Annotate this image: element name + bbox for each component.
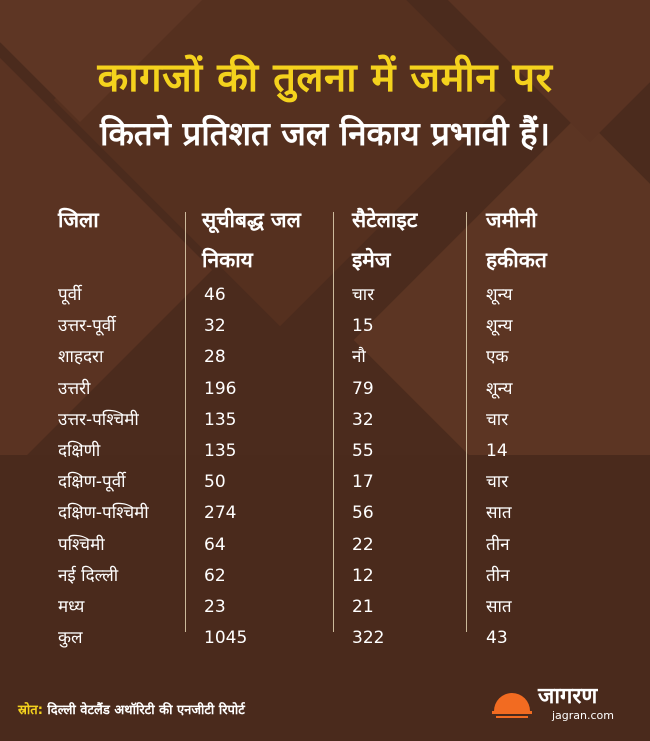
cell-ground: शून्य <box>486 316 513 337</box>
source-note: स्रोत: दिल्ली वेटलैंड अथॉरिटी की एनजीटी … <box>18 700 245 718</box>
cell-district: दक्षिण-पश्चिमी <box>58 503 149 524</box>
source-text: दिल्ली वेटलैंड अथॉरिटी की एनजीटी रिपोर्ट <box>42 703 245 718</box>
cell-listed: 135 <box>204 409 237 430</box>
cell-ground: चार <box>486 409 509 430</box>
cell-listed: 23 <box>204 597 226 617</box>
cell-district: पश्चिमी <box>58 534 105 555</box>
header-ground-reality: जमीनी हकीकत <box>486 200 547 280</box>
cell-listed: 46 <box>204 285 226 305</box>
cell-ground: 43 <box>486 628 508 649</box>
cell-satellite: 12 <box>352 565 374 586</box>
column-divider <box>185 212 186 632</box>
cell-listed: 274 <box>204 503 237 524</box>
cell-ground: शून्य <box>486 378 513 399</box>
cell-listed: 50 <box>204 472 226 493</box>
cell-ground: 14 <box>486 441 508 461</box>
cell-district: पूर्वी <box>58 285 82 305</box>
header-district: जिला <box>58 200 99 240</box>
source-key: स्रोत: <box>18 703 43 718</box>
header-ground-line1: जमीनी <box>486 208 537 232</box>
header-satellite-line2: इमेज <box>352 248 391 272</box>
cell-satellite: 22 <box>352 534 374 555</box>
logo-url: jagran.com <box>552 709 615 722</box>
cell-listed: 28 <box>204 347 226 368</box>
cell-district: कुल <box>58 628 83 649</box>
page-title: कागजों की तुलना में जमीन पर <box>97 55 553 101</box>
header-listed-line2: निकाय <box>202 248 253 272</box>
cell-ground: एक <box>486 347 509 368</box>
cell-satellite: 79 <box>352 378 374 399</box>
sun-logo-icon <box>492 693 532 718</box>
cell-satellite: 17 <box>352 472 374 493</box>
cell-district: मध्य <box>58 597 85 617</box>
cell-district: दक्षिण-पूर्वी <box>58 472 126 493</box>
cell-satellite: चार <box>352 285 375 305</box>
cell-satellite: 15 <box>352 316 374 337</box>
cell-listed: 62 <box>204 565 226 586</box>
column-divider <box>466 212 467 632</box>
cell-district: शाहदरा <box>58 347 104 368</box>
cell-ground: चार <box>486 472 509 493</box>
cell-satellite: 56 <box>352 503 374 524</box>
cell-ground: तीन <box>486 565 510 586</box>
cell-district: उत्तर-पश्चिमी <box>58 409 139 430</box>
logo-text: जागरण <box>538 684 598 709</box>
cell-listed: 196 <box>204 378 237 399</box>
cell-district: नई दिल्ली <box>58 565 119 586</box>
cell-satellite: 55 <box>352 441 374 461</box>
cell-listed: 135 <box>204 441 237 461</box>
header-satellite-line1: सैटेलाइट <box>352 208 418 232</box>
cell-district: उत्तरी <box>58 378 91 399</box>
page-subtitle: कितने प्रतिशत जल निकाय प्रभावी हैं। <box>99 114 551 153</box>
header-ground-line2: हकीकत <box>486 248 547 272</box>
cell-ground: तीन <box>486 534 510 555</box>
header-listed-water-bodies: सूचीबद्ध जल निकाय <box>202 200 301 280</box>
cell-listed: 64 <box>204 534 226 555</box>
cell-satellite: 21 <box>352 597 374 617</box>
header-district-line1: जिला <box>58 208 99 232</box>
cell-district: उत्तर-पूर्वी <box>58 316 116 337</box>
cell-ground: सात <box>486 597 512 617</box>
bg-lower-band <box>0 455 650 741</box>
column-divider <box>333 212 334 632</box>
cell-listed: 32 <box>204 316 226 337</box>
header-listed-line1: सूचीबद्ध जल <box>202 208 301 232</box>
jagran-logo: जागरण jagran.com <box>490 683 640 723</box>
cell-satellite: 32 <box>352 409 374 430</box>
cell-district: दक्षिणी <box>58 441 101 461</box>
cell-ground: सात <box>486 503 512 524</box>
cell-satellite: नौ <box>352 347 366 368</box>
header-satellite-image: सैटेलाइट इमेज <box>352 200 417 280</box>
cell-listed: 1045 <box>204 628 248 649</box>
cell-ground: शून्य <box>486 285 513 305</box>
cell-satellite: 322 <box>352 628 385 649</box>
